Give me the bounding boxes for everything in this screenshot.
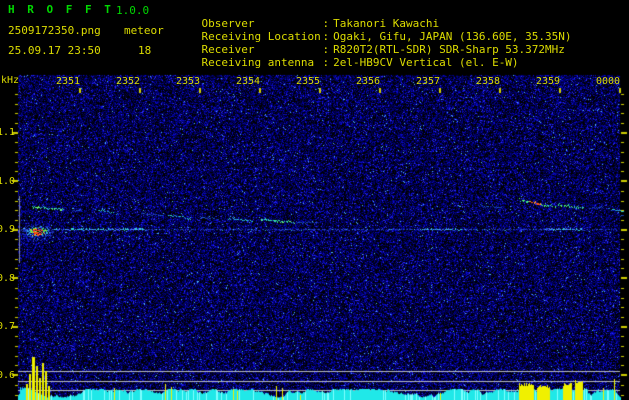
info-separator: : [322,17,330,30]
time-tick-label: 2354 [236,76,261,87]
echo-count: 18 [138,44,152,57]
info-row-antenna: Receiving antenna:2el-HB9CV Vertical (el… [175,43,519,82]
time-tick-label: 2351 [56,76,81,87]
time-tick-label: 2358 [476,76,501,87]
freq-tick-label: 1.0 [0,175,16,187]
app-title: H R O F F T [8,3,114,16]
info-separator: : [322,30,330,43]
time-tick-label: 2352 [116,76,141,87]
output-filename: 2509172350.png [8,24,101,37]
freq-tick-label: 0.9 [0,224,16,236]
info-label: Receiving antenna [201,56,315,69]
info-label: Receiver [201,43,255,56]
info-separator: : [322,56,330,69]
mode-label: meteor [124,24,164,37]
freq-tick-label: 0.8 [0,272,16,284]
time-tick-label: 2357 [416,76,441,87]
info-value: Takanori Kawachi [333,17,440,30]
info-label: Observer [201,17,255,30]
freq-tick-label: 0.7 [0,321,16,333]
time-tick-label: 2359 [536,76,561,87]
info-row-observer: Observer: Takanori Kawachi [175,4,440,43]
time-tick-label: 0000 [596,76,621,87]
time-tick-label: 2353 [176,76,201,87]
info-separator: : [322,43,330,56]
info-value: R820T2(RTL-SDR) SDR-Sharp 53.372MHz [333,43,565,56]
info-row-location: Receiving Location: Ogaki, Gifu, JAPAN (1… [175,17,572,56]
freq-tick-label: 0.6 [0,369,16,381]
freq-tick-label: 1.1 [0,127,16,139]
time-tick-label: 2355 [296,76,321,87]
datetime-label: 25.09.17 23:50 [8,44,101,57]
time-tick-label: 2356 [356,76,381,87]
info-label: Receiving Location [201,30,321,43]
app-version: 1.0.0 [116,4,150,17]
frequency-unit-label: kHz [1,75,20,86]
info-row-receiver: Receiver: R820T2(RTL-SDR) SDR-Sharp 53.37… [175,30,565,69]
info-value: 2el-HB9CV Vertical (el. E-W) [333,56,519,69]
info-value: Ogaki, Gifu, JAPAN (136.60E, 35.35N) [333,30,572,43]
